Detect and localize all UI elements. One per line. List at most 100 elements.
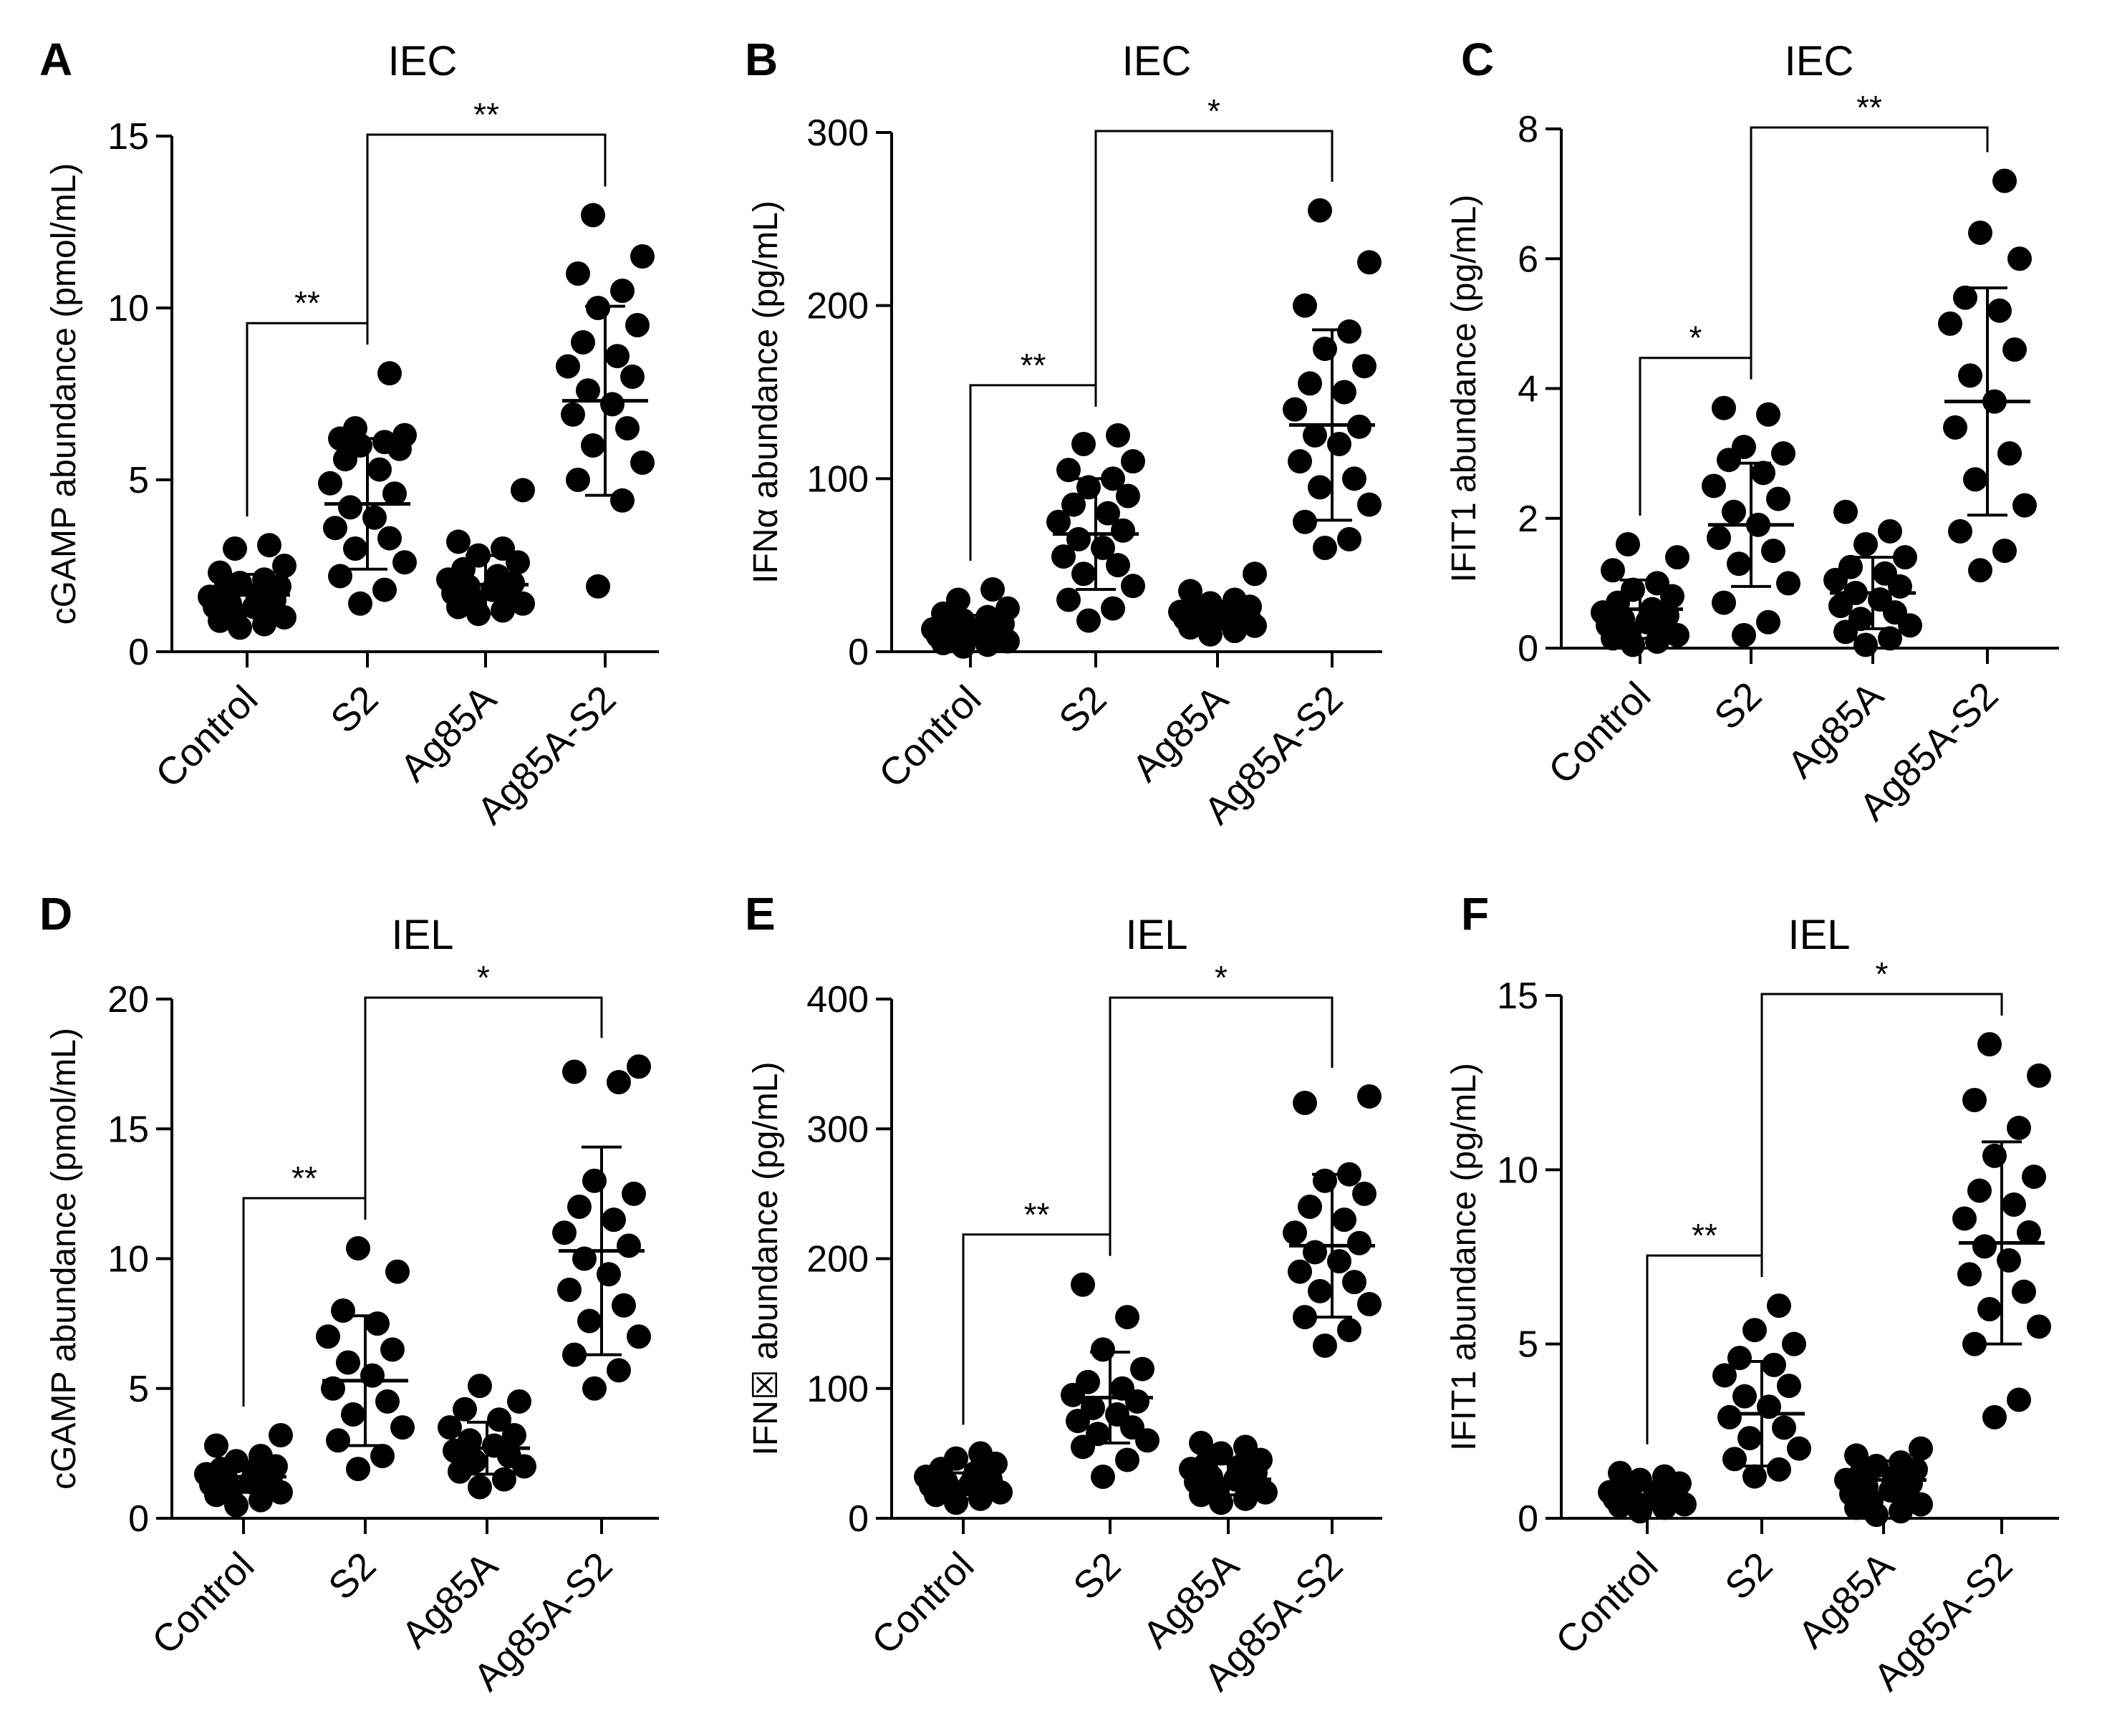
data-point xyxy=(1712,395,1736,420)
data-point xyxy=(1091,1465,1115,1489)
data-point xyxy=(343,536,367,561)
data-point xyxy=(1110,1376,1134,1401)
significance-label: * xyxy=(1689,319,1702,357)
data-point xyxy=(610,488,635,513)
significance-label: * xyxy=(1876,955,1889,993)
data-point xyxy=(1096,501,1120,526)
panel-letter: A xyxy=(39,34,72,85)
y-tick-label: 400 xyxy=(806,979,869,1021)
chart-title: IEL xyxy=(1125,912,1187,958)
data-point xyxy=(346,1236,370,1260)
y-axis-title: IFNα abundance (pg/mL) xyxy=(747,201,785,584)
significance-label: ** xyxy=(1692,1217,1717,1254)
data-point xyxy=(1342,1270,1366,1295)
data-point xyxy=(511,478,535,503)
data-point xyxy=(1853,632,1878,657)
data-point xyxy=(944,1446,968,1471)
data-point xyxy=(1337,1318,1361,1343)
data-point xyxy=(1081,1395,1105,1420)
data-point xyxy=(1767,1457,1791,1482)
data-point xyxy=(463,1449,487,1474)
x-category-label: Ag85A xyxy=(1790,1544,1902,1657)
data-point xyxy=(377,526,402,551)
y-tick-label: 100 xyxy=(806,458,869,500)
data-point xyxy=(627,1324,651,1349)
data-point xyxy=(1357,1084,1382,1109)
data-point xyxy=(1130,1356,1154,1381)
data-point xyxy=(1712,590,1736,615)
data-point xyxy=(1178,579,1202,604)
data-point xyxy=(1878,519,1902,544)
data-point xyxy=(2027,1314,2051,1339)
data-point xyxy=(1848,607,1873,632)
significance-bracket xyxy=(1109,996,1334,1245)
data-point xyxy=(625,313,650,337)
data-point xyxy=(995,596,1020,621)
x-category-label: Control xyxy=(1548,1544,1667,1663)
data-point xyxy=(341,1402,365,1427)
data-point xyxy=(1342,466,1366,491)
data-point xyxy=(620,365,645,389)
data-point xyxy=(370,1444,395,1468)
data-point xyxy=(446,529,471,554)
data-point xyxy=(318,471,342,496)
data-point xyxy=(1963,467,1987,492)
data-point xyxy=(627,1054,651,1079)
data-point xyxy=(1777,1374,1801,1399)
data-point xyxy=(257,533,281,558)
data-point xyxy=(1722,499,1746,524)
data-point xyxy=(607,1070,631,1094)
data-point xyxy=(561,402,585,427)
data-point xyxy=(1972,1234,1997,1259)
data-point xyxy=(1243,561,1267,587)
significance-label: ** xyxy=(294,284,320,322)
x-category-label: S2 xyxy=(1065,1544,1129,1608)
data-point xyxy=(1943,415,1967,440)
data-point xyxy=(1121,449,1145,474)
x-category-label: S2 xyxy=(1717,1544,1780,1608)
data-point xyxy=(1352,354,1376,379)
data-point xyxy=(1878,626,1902,651)
data-point xyxy=(1357,1291,1382,1316)
significance-label: * xyxy=(1207,92,1220,130)
data-point xyxy=(1608,1460,1632,1485)
data-point xyxy=(252,567,276,592)
data-point xyxy=(1106,553,1130,578)
data-point xyxy=(1948,519,1972,544)
data-point xyxy=(1293,1305,1317,1330)
data-point xyxy=(2027,1063,2051,1088)
data-point xyxy=(1293,293,1317,318)
panel-a: A IEC cGAMP abundance (pmol/mL) 0 5 10 15 Contr… xyxy=(39,34,659,833)
data-point xyxy=(1293,509,1317,534)
data-point xyxy=(223,536,247,561)
data-point xyxy=(272,554,296,578)
significance-bracket xyxy=(1094,130,1334,396)
data-point xyxy=(375,1389,400,1414)
y-tick-label: 200 xyxy=(806,286,869,327)
data-point xyxy=(377,361,402,386)
data-point xyxy=(2007,246,2032,271)
data-point xyxy=(2022,1164,2046,1190)
data-point xyxy=(343,416,367,440)
y-tick-label: 200 xyxy=(806,1239,869,1281)
data-point xyxy=(1833,499,1858,524)
data-point xyxy=(1853,532,1878,556)
data-point xyxy=(204,1433,228,1458)
data-point xyxy=(1223,587,1247,612)
data-point xyxy=(1298,1195,1322,1219)
data-point xyxy=(2002,1192,2026,1217)
y-tick-label: 6 xyxy=(1518,238,1538,280)
data-point xyxy=(576,378,600,403)
data-point xyxy=(1873,561,1897,586)
y-tick-label: 4 xyxy=(1518,369,1538,410)
y-tick-label: 0 xyxy=(128,1498,149,1540)
data-point xyxy=(1732,435,1756,460)
y-tick-label: 8 xyxy=(1518,109,1538,150)
data-point xyxy=(1357,250,1382,275)
y-tick-label: 10 xyxy=(107,1239,149,1281)
data-point xyxy=(348,591,372,616)
data-point xyxy=(1288,449,1312,474)
data-point xyxy=(1958,363,1982,388)
significance-bracket xyxy=(969,384,1097,561)
y-tick-label: 10 xyxy=(107,288,149,329)
